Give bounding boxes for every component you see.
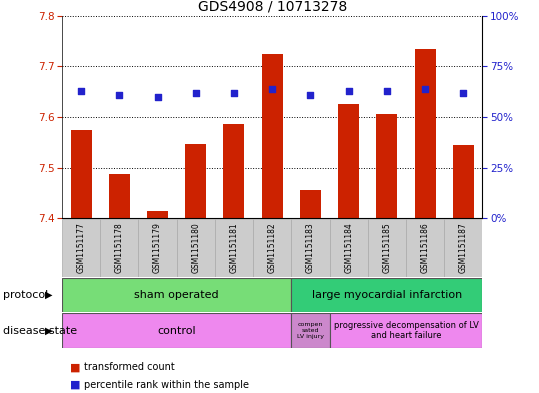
- Bar: [139, 219, 177, 277]
- Bar: [376, 114, 397, 218]
- Bar: [185, 144, 206, 218]
- Text: compen
sated
LV injury: compen sated LV injury: [297, 322, 324, 339]
- Text: protocol: protocol: [3, 290, 48, 300]
- Text: GSM1151178: GSM1151178: [115, 222, 124, 274]
- Bar: [291, 219, 329, 277]
- Bar: [224, 124, 245, 218]
- Bar: [329, 219, 368, 277]
- Text: disease state: disease state: [3, 325, 77, 336]
- Text: GSM1151182: GSM1151182: [268, 223, 277, 273]
- Point: [230, 90, 238, 96]
- Bar: [62, 278, 291, 312]
- Text: GSM1151187: GSM1151187: [459, 222, 468, 274]
- Bar: [62, 313, 291, 348]
- Bar: [338, 104, 359, 218]
- Point: [191, 90, 200, 96]
- Text: GSM1151179: GSM1151179: [153, 222, 162, 274]
- Bar: [406, 219, 444, 277]
- Bar: [62, 219, 100, 277]
- Text: GSM1151181: GSM1151181: [230, 223, 238, 273]
- Point: [421, 85, 430, 92]
- Bar: [253, 219, 291, 277]
- Point: [344, 88, 353, 94]
- Point: [153, 94, 162, 100]
- Point: [77, 88, 85, 94]
- Text: control: control: [157, 325, 196, 336]
- Bar: [414, 49, 436, 218]
- Text: ■: ■: [70, 380, 80, 390]
- Bar: [368, 219, 406, 277]
- Text: ▶: ▶: [45, 325, 52, 336]
- Point: [383, 88, 391, 94]
- Text: transformed count: transformed count: [84, 362, 174, 373]
- Title: GDS4908 / 10713278: GDS4908 / 10713278: [198, 0, 347, 13]
- Point: [306, 92, 315, 98]
- Text: sham operated: sham operated: [134, 290, 219, 300]
- Text: GSM1151180: GSM1151180: [191, 222, 201, 274]
- Point: [459, 90, 468, 96]
- Text: GSM1151177: GSM1151177: [77, 222, 86, 274]
- Text: GSM1151185: GSM1151185: [382, 222, 391, 274]
- Bar: [444, 219, 482, 277]
- Text: ■: ■: [70, 362, 80, 373]
- Text: GSM1151183: GSM1151183: [306, 222, 315, 274]
- Point: [115, 92, 123, 98]
- Text: GSM1151186: GSM1151186: [420, 222, 430, 274]
- Bar: [329, 313, 482, 348]
- Text: progressive decompensation of LV
and heart failure: progressive decompensation of LV and hea…: [334, 321, 479, 340]
- Bar: [262, 54, 283, 218]
- Text: percentile rank within the sample: percentile rank within the sample: [84, 380, 248, 390]
- Bar: [453, 145, 474, 218]
- Bar: [177, 219, 215, 277]
- Bar: [109, 174, 130, 218]
- Bar: [215, 219, 253, 277]
- Point: [268, 85, 277, 92]
- Bar: [291, 313, 329, 348]
- Text: large myocardial infarction: large myocardial infarction: [312, 290, 462, 300]
- Bar: [71, 130, 92, 218]
- Bar: [147, 211, 168, 218]
- Text: GSM1151184: GSM1151184: [344, 222, 353, 274]
- Text: ▶: ▶: [45, 290, 52, 300]
- Bar: [291, 278, 482, 312]
- Bar: [100, 219, 139, 277]
- Bar: [300, 190, 321, 218]
